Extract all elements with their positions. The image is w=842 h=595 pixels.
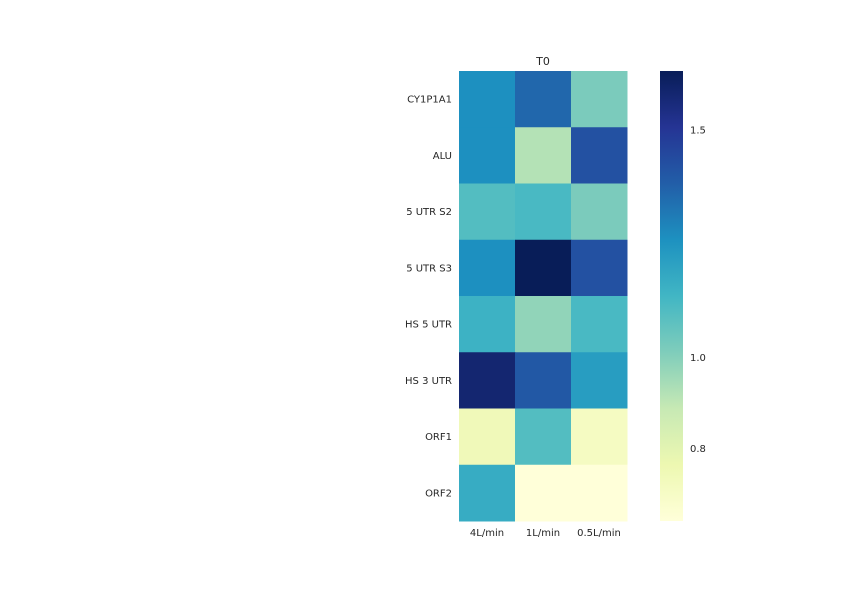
heatmap-cell: [571, 408, 628, 466]
heatmap-cell: [515, 71, 572, 128]
heatmap-cell: [571, 239, 628, 297]
heatmap-cell: [459, 183, 516, 241]
heatmap-cell: [571, 352, 628, 409]
row-label: CY1P1A1: [407, 95, 452, 106]
row-labels: CY1P1A1 ALU 5 UTR S2 5 UTR S3 HS 5 UTR HS 3 U…: [405, 95, 452, 500]
heatmap-cell: [459, 352, 516, 409]
heatmap-cell: [459, 71, 516, 128]
column-label: 4L/min: [470, 528, 504, 539]
heatmap-cell: [459, 408, 516, 466]
row-label: ORF1: [425, 432, 452, 443]
row-label: ORF2: [425, 488, 452, 499]
heatmap-cell: [515, 352, 572, 409]
heatmap-cell: [571, 127, 628, 184]
colorbar-ticks: 0.8 1.0 1.5: [690, 126, 706, 455]
heatmap-cell: [459, 239, 516, 297]
colorbar-tick-label: 1.5: [690, 126, 706, 137]
heatmap-cell: [515, 296, 572, 353]
heatmap-cell: [571, 296, 628, 353]
row-label: 5 UTR S3: [406, 263, 452, 274]
colorbar-tick-label: 0.8: [690, 444, 706, 455]
heatmap-cell: [459, 296, 516, 353]
row-label: 5 UTR S2: [406, 207, 452, 218]
column-label: 1L/min: [526, 528, 560, 539]
chart-title: T0: [535, 55, 550, 68]
heatmap-cell: [459, 127, 516, 184]
row-label: HS 5 UTR: [405, 320, 452, 331]
row-label: ALU: [433, 151, 452, 162]
heatmap-cells: [459, 71, 628, 522]
heatmap-cell: [515, 183, 572, 241]
heatmap-cell: [571, 464, 628, 522]
heatmap-cell: [515, 464, 572, 522]
heatmap-cell: [515, 408, 572, 466]
colorbar: [660, 71, 683, 521]
heatmap-cell: [515, 239, 572, 297]
heatmap-cell: [515, 127, 572, 184]
colorbar-tick-label: 1.0: [690, 353, 706, 364]
heatmap-cell: [571, 183, 628, 241]
heatmap-cell: [571, 71, 628, 128]
column-labels: 4L/min 1L/min 0.5L/min: [470, 528, 621, 539]
column-label: 0.5L/min: [577, 528, 621, 539]
heatmap-cell: [459, 464, 516, 522]
row-label: HS 3 UTR: [405, 376, 452, 387]
